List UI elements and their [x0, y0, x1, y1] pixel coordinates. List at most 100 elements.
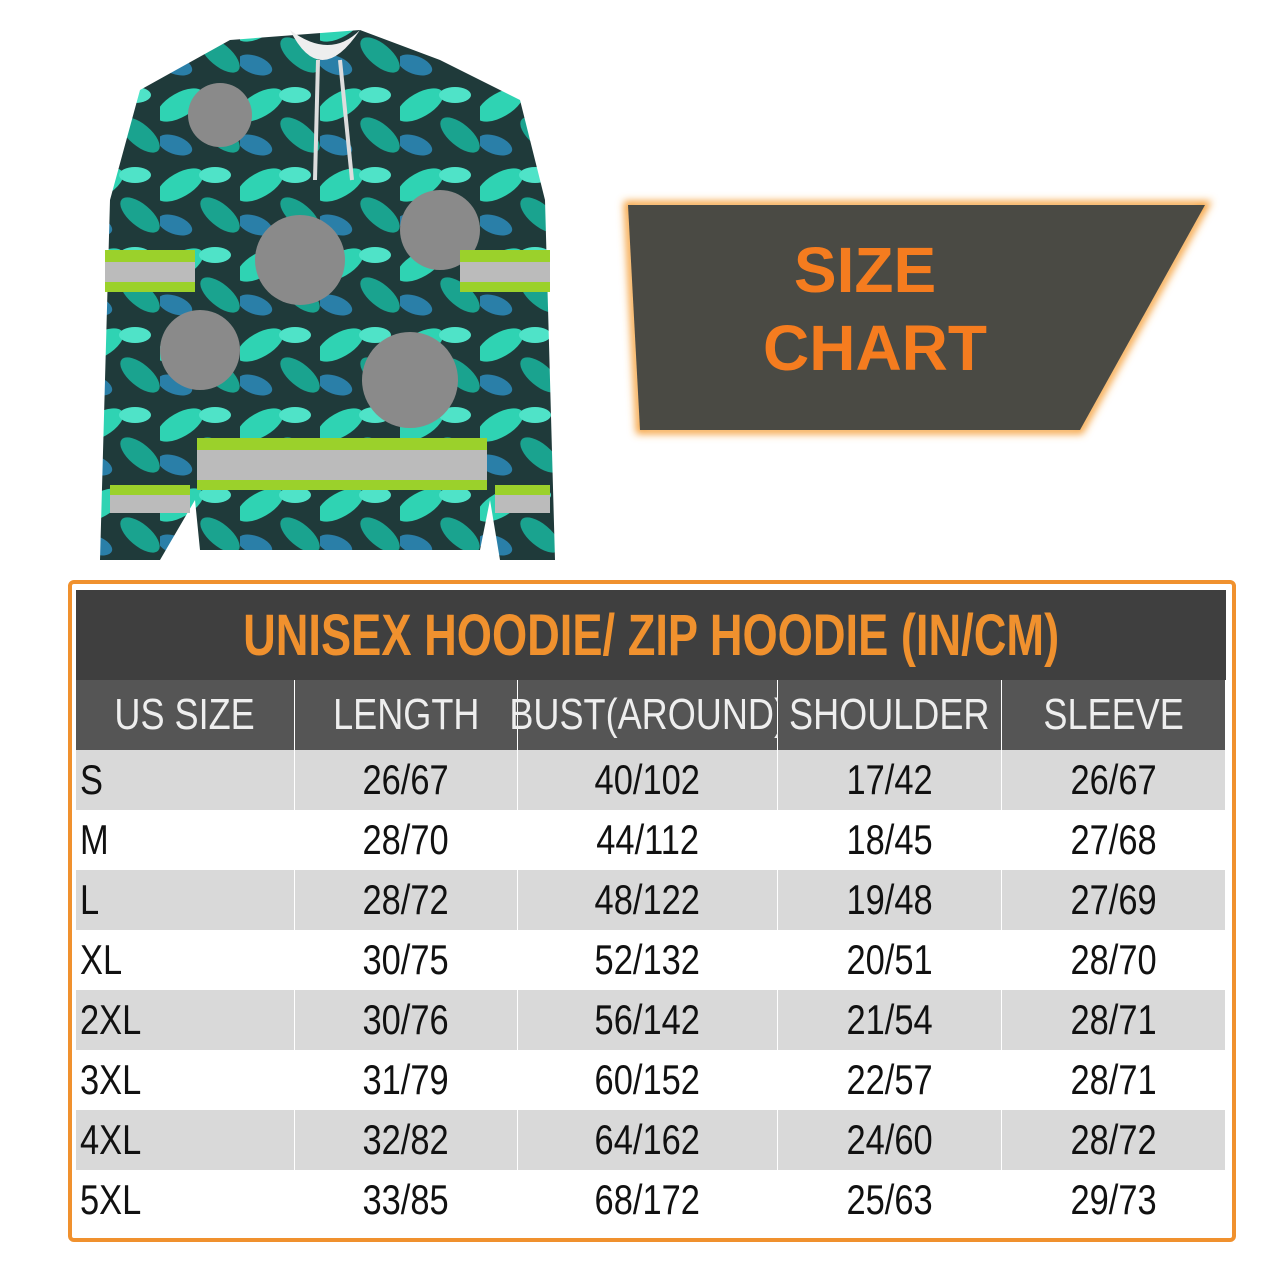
table-cell: 3XL: [76, 1050, 295, 1110]
table-cell: M: [76, 810, 295, 870]
table-cell-text: 27/68: [1070, 816, 1157, 863]
banner: [628, 205, 1205, 430]
table-cell-text: 33/85: [362, 1176, 450, 1223]
table-cell: 68/172: [518, 1170, 778, 1230]
table-cell-text: 28/71: [1070, 1056, 1157, 1103]
table-cell: 18/45: [778, 810, 1002, 870]
table-cell: L: [76, 870, 295, 930]
banner-text: CHART: [763, 312, 987, 384]
table-cell: 30/76: [295, 990, 518, 1050]
table-cell-text: 26/67: [362, 756, 450, 803]
table-title-bar: UNISEX HOODIE/ ZIP HOODIE (IN/CM): [76, 590, 1226, 680]
table-cell-text: 19/48: [846, 876, 933, 923]
table-cell-text: 28/72: [362, 876, 450, 923]
table-cell: 56/142: [518, 990, 778, 1050]
artwork: SIZE CHART: [100, 30, 1212, 560]
table-cell-text: 20/51: [846, 936, 933, 983]
table-cell: 44/112: [518, 810, 778, 870]
table-cell-text: 48/122: [594, 876, 701, 923]
table-cell-text: 28/70: [362, 816, 450, 863]
table-cell-text: 40/102: [594, 756, 701, 803]
table-cell-text: 25/63: [846, 1176, 933, 1223]
table-cell: 60/152: [518, 1050, 778, 1110]
table-cell-text: 17/42: [846, 756, 933, 803]
table-cell: 21/54: [778, 990, 1002, 1050]
header-cell: SLEEVE: [1002, 680, 1226, 750]
table-cell-text: 28/72: [1070, 1116, 1157, 1163]
table-cell-text: M: [80, 816, 109, 863]
table-cell-text: 31/79: [362, 1056, 450, 1103]
table-cell: 32/82: [295, 1110, 518, 1170]
table-cell: 27/68: [1002, 810, 1226, 870]
table-cell-text: 28/71: [1070, 996, 1157, 1043]
table-cell: 24/60: [778, 1110, 1002, 1170]
table-cell: 5XL: [76, 1170, 295, 1230]
header-cell-text: BUST(AROUND): [509, 690, 786, 739]
hoodie: [100, 30, 555, 560]
table-cell-text: 2XL: [80, 996, 142, 1043]
table-cell: 33/85: [295, 1170, 518, 1230]
table-cell-text: L: [80, 876, 100, 923]
table-cell: 28/70: [1002, 930, 1226, 990]
table-cell: 4XL: [76, 1110, 295, 1170]
header-cell: LENGTH: [295, 680, 518, 750]
table-cell: 28/72: [295, 870, 518, 930]
table-cell-text: XL: [80, 936, 123, 983]
table-cell: 30/75: [295, 930, 518, 990]
table-cell-text: 4XL: [80, 1116, 142, 1163]
table-cell: 31/79: [295, 1050, 518, 1110]
table-cell-text: 24/60: [846, 1116, 933, 1163]
table-cell: 48/122: [518, 870, 778, 930]
table-cell: 22/57: [778, 1050, 1002, 1110]
table-cell: 28/70: [295, 810, 518, 870]
table-cell-text: 5XL: [80, 1176, 142, 1223]
header-cell-text: SLEEVE: [1043, 690, 1184, 739]
table: US SIZE LENGTH BUST(AROUND) SHOULDER SLEEVE S…: [76, 680, 1226, 1232]
table-cell-text: S: [80, 756, 103, 803]
header-cell: SHOULDER: [778, 680, 1002, 750]
table-cell: 28/71: [1002, 1050, 1226, 1110]
table-cell-text: 52/132: [594, 936, 701, 983]
table-cell: S: [76, 750, 295, 810]
table-cell-text: 64/162: [594, 1116, 701, 1163]
table-cell-text: 60/152: [594, 1056, 701, 1103]
table-cell: 29/73: [1002, 1170, 1226, 1230]
table-cell-text: 18/45: [846, 816, 933, 863]
table-cell: 27/69: [1002, 870, 1226, 930]
table-cell: 19/48: [778, 870, 1002, 930]
table-cell: 26/67: [1002, 750, 1226, 810]
table-cell-text: 44/112: [596, 816, 699, 863]
header-cell: BUST(AROUND): [509, 680, 786, 750]
table-cell: 28/72: [1002, 1110, 1226, 1170]
table-cell: 2XL: [76, 990, 295, 1050]
header-cell-text: SHOULDER: [789, 690, 990, 739]
table-cell: 52/132: [518, 930, 778, 990]
banner-text: SIZE: [794, 234, 936, 306]
table-cell-text: 22/57: [846, 1056, 933, 1103]
table-cell-text: 27/69: [1070, 876, 1157, 923]
table-cell: 17/42: [778, 750, 1002, 810]
table-cell: 40/102: [518, 750, 778, 810]
table-cell-text: 28/70: [1070, 936, 1157, 983]
table-cell-text: 29/73: [1070, 1176, 1157, 1223]
table-cell-text: 3XL: [80, 1056, 142, 1103]
table-cell: 26/67: [295, 750, 518, 810]
table-cell: 64/162: [518, 1110, 778, 1170]
table-cell-text: 30/75: [362, 936, 450, 983]
header-cell-text: LENGTH: [332, 690, 480, 739]
table-cell: XL: [76, 930, 295, 990]
table-cell: 25/63: [778, 1170, 1002, 1230]
table-cell-text: 32/82: [362, 1116, 450, 1163]
table-cell-text: 56/142: [594, 996, 701, 1043]
table-cell-text: 68/172: [594, 1176, 701, 1223]
table-cell-text: 30/76: [362, 996, 450, 1043]
table-cell-text: 26/67: [1070, 756, 1157, 803]
table-frame: [68, 580, 1236, 1242]
table-cell-text: 21/54: [846, 996, 933, 1043]
table-cell: 20/51: [778, 930, 1002, 990]
header-cell-text: US SIZE: [114, 690, 256, 739]
table-title: UNISEX HOODIE/ ZIP HOODIE (IN/CM): [242, 602, 1060, 668]
header-cell: US SIZE: [76, 680, 295, 750]
table-cell: 28/71: [1002, 990, 1226, 1050]
